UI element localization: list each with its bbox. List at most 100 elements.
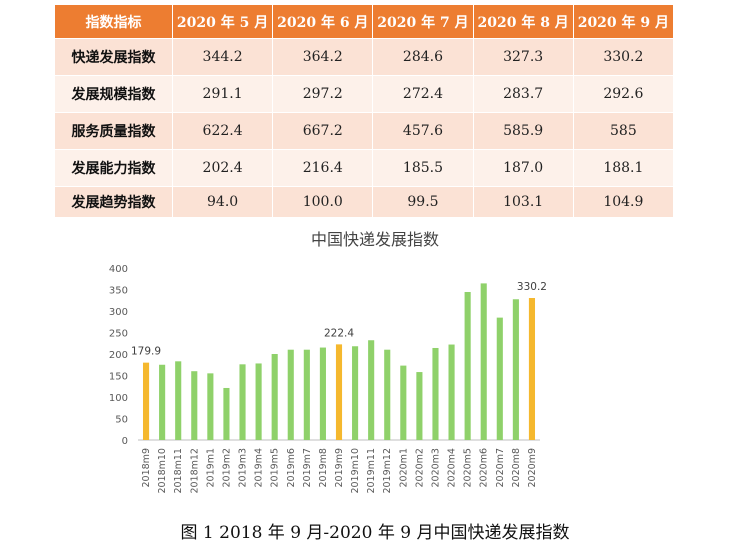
- bar: [496, 317, 503, 440]
- bar: [384, 349, 391, 440]
- data-label: 330.2: [517, 281, 547, 293]
- bar: [271, 354, 278, 440]
- x-tick-label: 2019m5: [270, 448, 281, 487]
- bar: [191, 371, 198, 440]
- table-row: 快递发展指数 344.2 364.2 284.6 327.3 330.2: [54, 38, 675, 76]
- bar: [255, 363, 262, 440]
- x-tick-label: 2020m8: [511, 448, 522, 487]
- x-tick-label: 2019m3: [238, 448, 249, 487]
- bar: [159, 364, 166, 440]
- bar: [400, 365, 407, 440]
- bar: [352, 346, 359, 440]
- bar-chart: 0 50 100 150 200 250 300 350 400 2018m9 2018m10 201…: [109, 264, 547, 494]
- bar: [175, 361, 182, 440]
- x-tick-label: 2019m9: [334, 448, 345, 487]
- table-cell: 104.9: [572, 186, 675, 218]
- table-cell: 188.1: [572, 149, 675, 187]
- bar: [464, 291, 471, 440]
- y-tick-label: 200: [109, 350, 128, 361]
- y-tick-label: 150: [109, 372, 128, 383]
- table-cell: 284.6: [372, 38, 474, 76]
- table-row: 发展趋势指数 94.0 100.0 99.5 103.1 104.9: [54, 186, 675, 218]
- bar: [303, 349, 310, 440]
- bar: [416, 372, 423, 440]
- table-cell: 202.4: [171, 149, 274, 187]
- bar: [319, 347, 326, 440]
- table-row-label: 服务质量指数: [54, 112, 173, 150]
- x-tick-label: 2019m1: [205, 448, 216, 487]
- x-tick-label: 2018m10: [157, 448, 168, 494]
- table-row-label: 快递发展指数: [54, 38, 173, 76]
- table-cell: 292.6: [572, 75, 675, 113]
- table-header-cell: 2020 年 9 月: [572, 4, 675, 39]
- table-cell: 103.1: [472, 186, 574, 218]
- x-tick-label: 2019m10: [350, 448, 361, 494]
- x-tick-label: 2020m9: [527, 448, 538, 487]
- table-cell: 297.2: [272, 75, 374, 113]
- bar: [335, 344, 343, 440]
- table-row-label: 发展规模指数: [54, 75, 173, 113]
- table-row: 发展能力指数 202.4 216.4 185.5 187.0 188.1: [54, 149, 675, 187]
- figure-caption: 图 1 2018 年 9 月-2020 年 9 月中国快递发展指数: [180, 523, 570, 543]
- x-tick-label: 2020m4: [447, 448, 458, 487]
- bar: [512, 299, 519, 440]
- y-tick-label: 400: [109, 264, 128, 275]
- table-header-cell: 2020 年 8 月: [472, 4, 574, 39]
- bar: [142, 362, 150, 440]
- table-cell: 100.0: [272, 186, 374, 218]
- x-tick-label: 2020m7: [495, 448, 506, 487]
- table-row: 服务质量指数 622.4 667.2 457.6 585.9 585: [54, 112, 675, 150]
- y-tick-label: 100: [109, 393, 128, 404]
- table-cell: 99.5: [372, 186, 474, 218]
- table-cell: 330.2: [572, 38, 675, 76]
- table-cell: 291.1: [171, 75, 274, 113]
- x-tick-label: 2020m6: [479, 448, 490, 487]
- table-cell: 94.0: [171, 186, 274, 218]
- table-cell: 667.2: [272, 112, 374, 150]
- y-tick-label: 0: [122, 436, 128, 447]
- x-tick-label: 2019m4: [254, 448, 265, 487]
- table-cell: 585.9: [472, 112, 574, 150]
- index-table: 指数指标 2020 年 5 月 2020 年 6 月 2020 年 7 月 2020 年…: [54, 4, 675, 218]
- table-cell: 187.0: [472, 149, 574, 187]
- table-cell: 216.4: [272, 149, 374, 187]
- y-tick-label: 300: [109, 307, 128, 318]
- bar: [480, 283, 487, 440]
- table-row: 发展规模指数 291.1 297.2 272.4 283.7 292.6: [54, 75, 675, 113]
- x-tick-label: 2020m5: [463, 448, 474, 487]
- bar: [432, 347, 439, 440]
- bar: [207, 373, 214, 440]
- bar: [528, 298, 536, 440]
- table-cell: 457.6: [372, 112, 474, 150]
- x-tick-label: 2019m6: [286, 448, 297, 487]
- bar: [223, 387, 230, 440]
- bar: [239, 364, 246, 440]
- table-cell: 622.4: [171, 112, 274, 150]
- x-tick-label: 2020m3: [430, 448, 441, 487]
- table-cell: 585: [572, 112, 675, 150]
- data-label: 179.9: [131, 346, 161, 358]
- table-row-label: 发展趋势指数: [54, 186, 173, 218]
- table-cell: 364.2: [272, 38, 374, 76]
- x-tick-label: 2019m7: [302, 448, 313, 487]
- x-tick-label: 2019m12: [382, 448, 393, 494]
- table-cell: 344.2: [171, 38, 274, 76]
- x-tick-label: 2018m9: [141, 448, 152, 487]
- x-tick-label: 2018m12: [189, 448, 200, 494]
- chart-title: 中国快递发展指数: [310, 230, 439, 249]
- table-row-label: 发展能力指数: [54, 149, 173, 187]
- bar: [287, 349, 294, 440]
- bar: [448, 344, 455, 440]
- x-tick-label: 2020m2: [414, 448, 425, 487]
- table-cell: 327.3: [472, 38, 574, 76]
- x-tick-label: 2018m11: [173, 448, 184, 494]
- x-tick-label: 2019m2: [221, 448, 232, 487]
- y-tick-label: 350: [109, 286, 128, 297]
- bar: [368, 340, 375, 440]
- y-tick-label: 250: [109, 329, 128, 340]
- x-tick-label: 2020m1: [398, 448, 409, 487]
- x-tick-label: 2019m8: [318, 448, 329, 487]
- table-header-cell: 2020 年 7 月: [372, 4, 474, 39]
- data-label: 222.4: [324, 327, 354, 339]
- x-tick-label: 2019m11: [366, 448, 377, 494]
